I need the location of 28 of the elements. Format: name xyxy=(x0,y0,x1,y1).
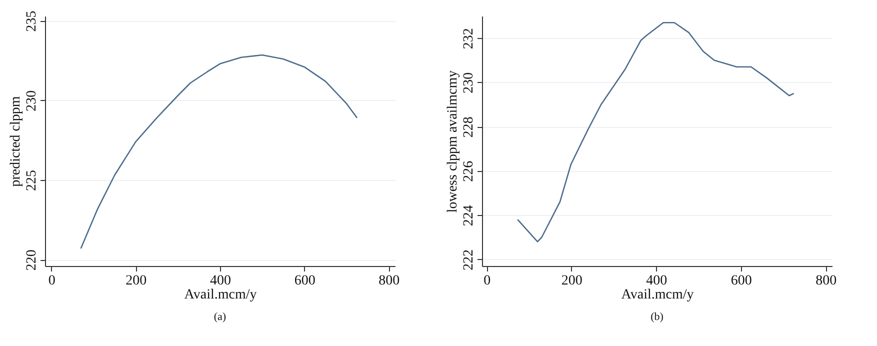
y-tick-label: 230 xyxy=(462,72,476,94)
y-tick-label: 225 xyxy=(24,170,40,192)
x-tick-label: 400 xyxy=(646,274,668,288)
x-axis-title: Avail.mcm/y xyxy=(621,288,694,302)
y-tick-label: 222 xyxy=(462,249,476,270)
text: (b) xyxy=(650,311,664,323)
y-tick-label: 220 xyxy=(24,250,40,271)
x-tick-label: 600 xyxy=(730,274,752,288)
y-tick-label: 232 xyxy=(462,28,476,50)
y-axis-title: predicted clppm xyxy=(8,96,24,187)
x-tick-label: 0 xyxy=(484,274,491,288)
x-tick-label: 800 xyxy=(816,274,837,288)
x-tick-label: 400 xyxy=(210,274,231,288)
x-tick-label: 200 xyxy=(126,274,147,288)
x-axis-title: Avail.mcm/y xyxy=(184,288,257,302)
x-tick-label: 600 xyxy=(294,274,316,288)
x-tick-label: 200 xyxy=(561,274,582,288)
text: (a) xyxy=(214,311,226,323)
y-axis-title: lowess clppm availmcmy xyxy=(446,70,460,213)
line-series xyxy=(80,54,358,250)
x-tick-label: 0 xyxy=(48,274,56,288)
line-series xyxy=(516,22,795,242)
x-tick-label: 800 xyxy=(378,274,400,288)
y-tick-label: 226 xyxy=(462,160,476,182)
y-tick-label: 224 xyxy=(462,205,476,226)
y-tick-label: 235 xyxy=(24,10,40,32)
y-tick-label: 228 xyxy=(462,116,476,138)
y-tick-label: 230 xyxy=(24,90,40,112)
